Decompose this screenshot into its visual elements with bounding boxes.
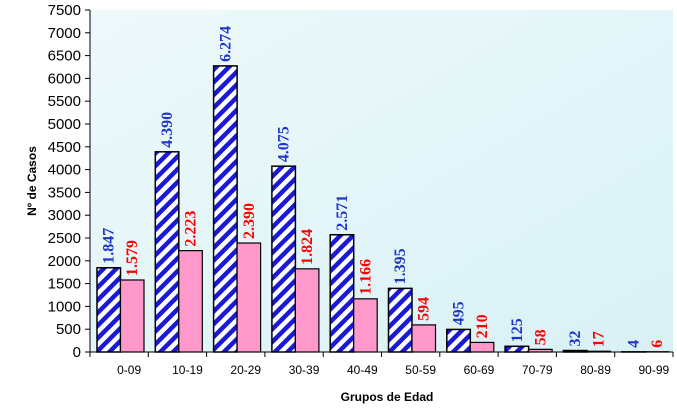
x-axis-title: Grupos de Edad	[341, 390, 434, 404]
bar-series-1	[329, 234, 355, 353]
data-label-series-1: 495	[451, 301, 468, 325]
data-label-series-2: 1.824	[299, 229, 316, 265]
data-label-series-1: 6.274	[217, 26, 234, 62]
bar-series-2	[178, 250, 203, 353]
x-tick-label: 60-69	[464, 363, 495, 377]
bar-series-2	[353, 298, 378, 353]
y-tick-label: 5500	[48, 93, 81, 110]
y-tick-label: 2000	[48, 253, 81, 270]
data-label-series-2: 1.166	[357, 259, 374, 295]
x-tick-label: 30-39	[289, 363, 320, 377]
x-tick-label: 20-29	[230, 363, 261, 377]
bar-series-1	[387, 287, 413, 353]
y-tick-label: 3500	[48, 184, 81, 201]
data-label-series-2: 2.390	[241, 203, 258, 239]
bar-series-2	[469, 341, 495, 353]
data-label-series-2: 1.579	[124, 240, 141, 276]
bar-series-1	[96, 267, 122, 353]
y-axis-title: Nº de Casos	[25, 146, 39, 216]
bar-series-1	[504, 345, 530, 353]
y-tick-label: 7000	[48, 25, 81, 42]
x-tick-label: 0-09	[117, 363, 141, 377]
data-label-series-1: 1.847	[101, 228, 118, 264]
data-label-series-2: 594	[416, 297, 433, 321]
y-tick-label: 7500	[48, 2, 81, 19]
x-tick-label: 50-59	[405, 363, 436, 377]
bar-series-1	[271, 165, 297, 353]
data-label-series-2: 6	[649, 340, 666, 348]
bar-series-1	[212, 65, 238, 353]
data-label-series-2: 58	[532, 329, 549, 345]
x-axis: 0-09 10-19 20-29 30-39 40-49 50-59 60-69 70-79 8…	[89, 351, 674, 377]
bar-series-2	[294, 268, 320, 353]
bar-series-1	[154, 151, 180, 353]
y-tick-label: 5000	[48, 116, 81, 133]
data-label-series-2: 2.223	[183, 211, 200, 247]
bar-series-1	[446, 328, 472, 353]
x-tick-label: 80-89	[580, 363, 611, 377]
x-tick-label: 40-49	[347, 363, 378, 377]
bar-series-2	[236, 242, 262, 353]
data-label-series-2: 17	[591, 331, 608, 347]
y-tick-label: 500	[56, 321, 81, 338]
data-label-series-1: 4.390	[159, 112, 176, 148]
data-label-series-2: 210	[474, 314, 491, 338]
x-tick-label: 70-79	[522, 363, 553, 377]
data-label-series-1: 125	[509, 318, 526, 342]
y-tick-label: 6000	[48, 70, 81, 87]
data-label-series-1: 2.571	[334, 195, 351, 231]
x-tick-label: 10-19	[172, 363, 203, 377]
y-tick-label: 0	[73, 344, 81, 361]
y-tick-label: 1000	[48, 298, 81, 315]
y-tick-label: 2500	[48, 230, 81, 247]
bar-series-2	[119, 279, 145, 353]
data-label-series-1: 4.075	[276, 126, 293, 162]
y-tick-label: 6500	[48, 48, 81, 65]
y-axis: 0 500 1000 1500 2000 2500 3000 3500 4000 4500 5000…	[48, 2, 91, 361]
y-tick-label: 4500	[48, 139, 81, 156]
y-tick-label: 3000	[48, 207, 81, 224]
y-tick-label: 1500	[48, 276, 81, 293]
x-tick-label: 90-99	[638, 363, 669, 377]
y-tick-label: 4000	[48, 162, 81, 179]
bar-series-2	[411, 324, 437, 353]
data-label-series-1: 4	[625, 340, 642, 348]
data-label-series-1: 1.395	[392, 248, 409, 284]
data-label-series-1: 32	[567, 331, 584, 347]
